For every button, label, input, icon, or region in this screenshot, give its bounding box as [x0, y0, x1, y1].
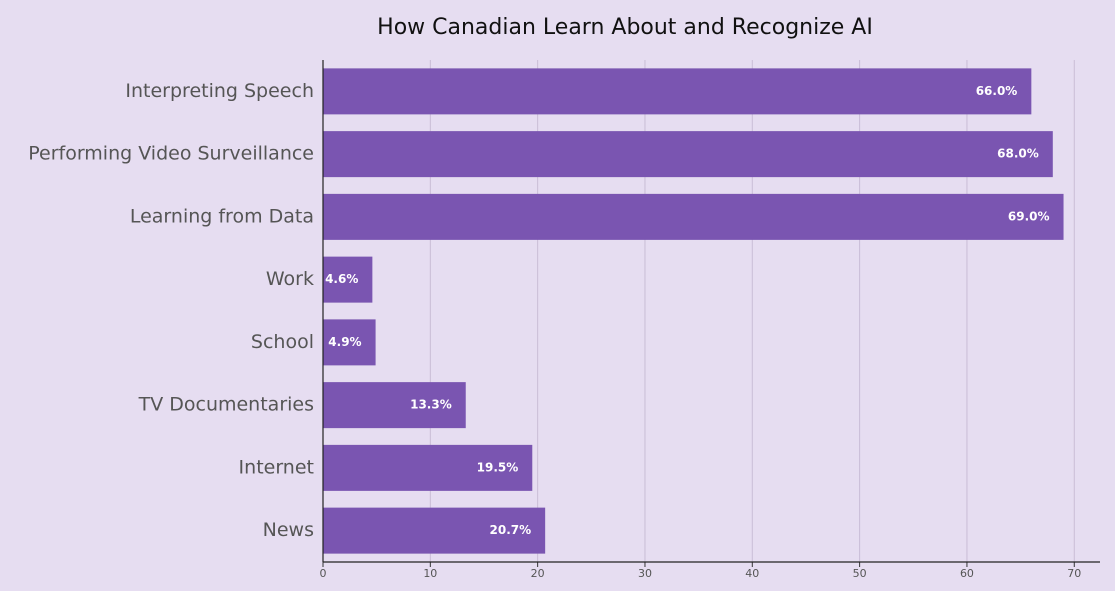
- y-tick-label: Performing Video Surveillance: [28, 143, 314, 165]
- value-label: 13.3%: [410, 398, 452, 412]
- x-tick-label: 60: [960, 567, 974, 580]
- chart-title: How Canadian Learn About and Recognize A…: [377, 15, 873, 40]
- y-tick-label: Work: [266, 268, 314, 290]
- bar: [323, 193, 1064, 240]
- y-tick-label: TV Documentaries: [138, 394, 314, 416]
- bar: [323, 444, 533, 491]
- bar: [323, 507, 546, 554]
- x-tick-label: 20: [531, 567, 545, 580]
- bar: [323, 131, 1053, 178]
- x-tick-label: 0: [320, 567, 327, 580]
- x-tick-label: 30: [638, 567, 652, 580]
- value-label: 4.9%: [328, 335, 361, 349]
- value-label: 68.0%: [997, 147, 1039, 161]
- y-tick-label: News: [263, 519, 314, 541]
- y-tick-label: Interpreting Speech: [125, 80, 314, 102]
- bar: [323, 68, 1032, 115]
- x-tick-label: 10: [423, 567, 437, 580]
- value-label: 19.5%: [477, 460, 519, 474]
- value-label: 20.7%: [490, 523, 532, 537]
- x-tick-label: 70: [1067, 567, 1081, 580]
- x-tick-label: 50: [853, 567, 867, 580]
- value-label: 69.0%: [1008, 209, 1050, 223]
- y-tick-label: Internet: [239, 456, 314, 478]
- bar: [323, 382, 466, 429]
- y-tick-label: School: [251, 331, 314, 353]
- value-label: 66.0%: [976, 84, 1018, 98]
- bar: [323, 256, 373, 303]
- bar: [323, 319, 376, 366]
- y-tick-label: Learning from Data: [130, 205, 314, 227]
- x-tick-label: 40: [745, 567, 759, 580]
- value-label: 4.6%: [325, 272, 358, 286]
